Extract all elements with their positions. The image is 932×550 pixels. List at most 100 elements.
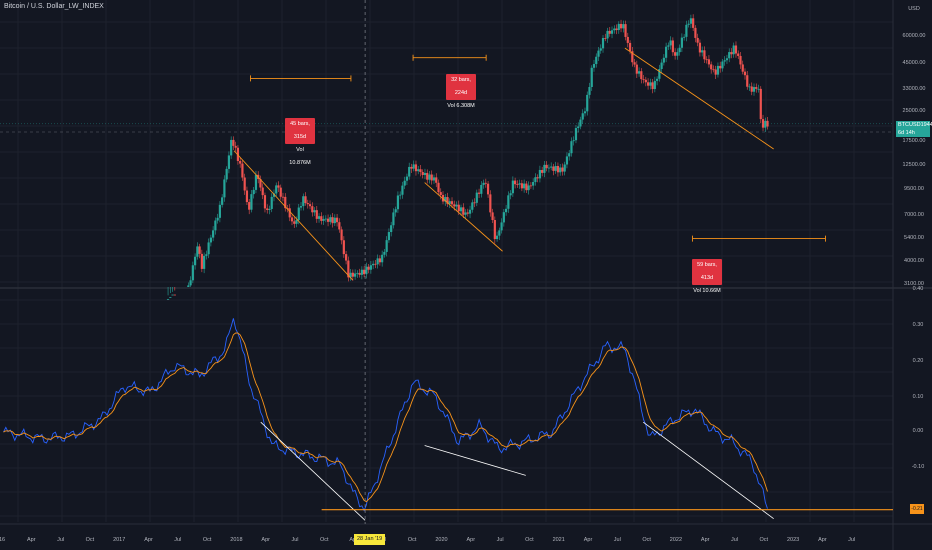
candle <box>363 269 366 275</box>
candle <box>475 192 478 203</box>
candle <box>552 166 555 171</box>
time-axis-label: Apr <box>584 537 593 543</box>
candle <box>658 68 661 79</box>
candle <box>520 183 523 189</box>
candle <box>288 208 291 218</box>
candle <box>254 174 258 190</box>
candle <box>631 51 634 63</box>
price-trendline-2 <box>424 182 503 252</box>
price-axis-label: USD <box>908 6 920 12</box>
candle <box>653 80 656 90</box>
candle <box>651 82 654 90</box>
candle <box>329 217 332 222</box>
candle <box>342 240 345 255</box>
candle <box>308 204 312 207</box>
candle <box>299 206 303 208</box>
candle <box>396 195 400 210</box>
time-axis-label: Oct <box>642 537 651 543</box>
candle <box>410 166 413 169</box>
candle <box>209 237 212 243</box>
candle <box>266 208 269 211</box>
candle <box>635 64 638 74</box>
candle <box>608 30 611 34</box>
candle <box>610 30 614 34</box>
candle <box>412 164 415 169</box>
oscillator-slow-line <box>3 332 768 503</box>
candle <box>340 229 343 241</box>
candle <box>716 65 720 75</box>
candle <box>173 294 176 296</box>
candle <box>356 272 359 274</box>
candle <box>622 24 625 29</box>
candle <box>203 255 206 269</box>
candle <box>561 167 564 172</box>
candle <box>444 197 447 202</box>
candle <box>360 269 363 275</box>
candle <box>640 71 643 80</box>
measure-range-2 <box>412 54 487 61</box>
candle <box>667 45 670 47</box>
measure-vol-1: Vol 10.876M <box>289 147 311 166</box>
candle <box>457 204 460 212</box>
candle <box>743 71 747 76</box>
candle <box>243 177 246 191</box>
candle <box>678 47 681 53</box>
time-axis-label: 2018 <box>230 537 242 543</box>
candle <box>284 196 287 209</box>
candle <box>311 206 314 213</box>
time-axis-label: 2020 <box>435 537 447 543</box>
candle <box>196 246 199 257</box>
candle <box>223 179 226 198</box>
candle <box>495 235 499 240</box>
candle <box>507 195 510 209</box>
candle <box>626 36 629 43</box>
candle <box>430 174 433 181</box>
candle <box>547 167 551 169</box>
measure-box-3[interactable]: 59 bars, 413d Vol 10.66M <box>692 259 722 294</box>
candle <box>572 140 575 142</box>
candle <box>372 263 375 266</box>
candle <box>671 40 674 53</box>
candle <box>764 120 767 128</box>
candle <box>491 212 494 221</box>
price-axis-label: 4000.00 <box>904 258 924 264</box>
candle <box>698 42 702 53</box>
osc-axis-label: 0.00 <box>913 428 924 434</box>
candle <box>482 182 485 185</box>
candle <box>509 193 512 196</box>
candle <box>459 207 463 212</box>
grid-lines <box>0 0 893 522</box>
candle <box>306 203 309 205</box>
measure-box-2[interactable]: 32 bars, 224d Vol 6.308M <box>446 74 476 109</box>
candle <box>759 88 762 120</box>
candle <box>581 113 584 120</box>
osc-axis-label: 0.30 <box>913 322 924 328</box>
oscillator-value-tag: -0.21 <box>910 504 924 514</box>
candle <box>367 266 370 270</box>
candle <box>597 50 600 57</box>
candle <box>696 37 699 43</box>
candle <box>655 78 659 81</box>
measure-box-1[interactable]: 45 bars, 315d Vol 10.876M <box>285 118 315 166</box>
candle <box>279 187 282 197</box>
candle <box>525 183 528 191</box>
candle <box>545 164 548 169</box>
candle <box>710 64 713 70</box>
time-axis-label: 2023 <box>787 537 799 543</box>
candle <box>205 254 208 256</box>
candle <box>746 75 749 87</box>
candle <box>748 86 751 88</box>
time-axis-label: Jul <box>731 537 738 543</box>
candle <box>378 258 382 263</box>
measure-vol-3: Vol 10.66M <box>693 288 721 294</box>
price-axis-label: 3100.00 <box>904 281 924 287</box>
candle <box>245 190 249 203</box>
osc-axis-label: 0.10 <box>913 394 924 400</box>
candle <box>448 201 451 204</box>
candle <box>752 87 756 92</box>
candle <box>694 27 697 38</box>
time-axis-label: 16 <box>0 537 5 543</box>
candle <box>761 119 765 128</box>
candle <box>676 52 679 56</box>
